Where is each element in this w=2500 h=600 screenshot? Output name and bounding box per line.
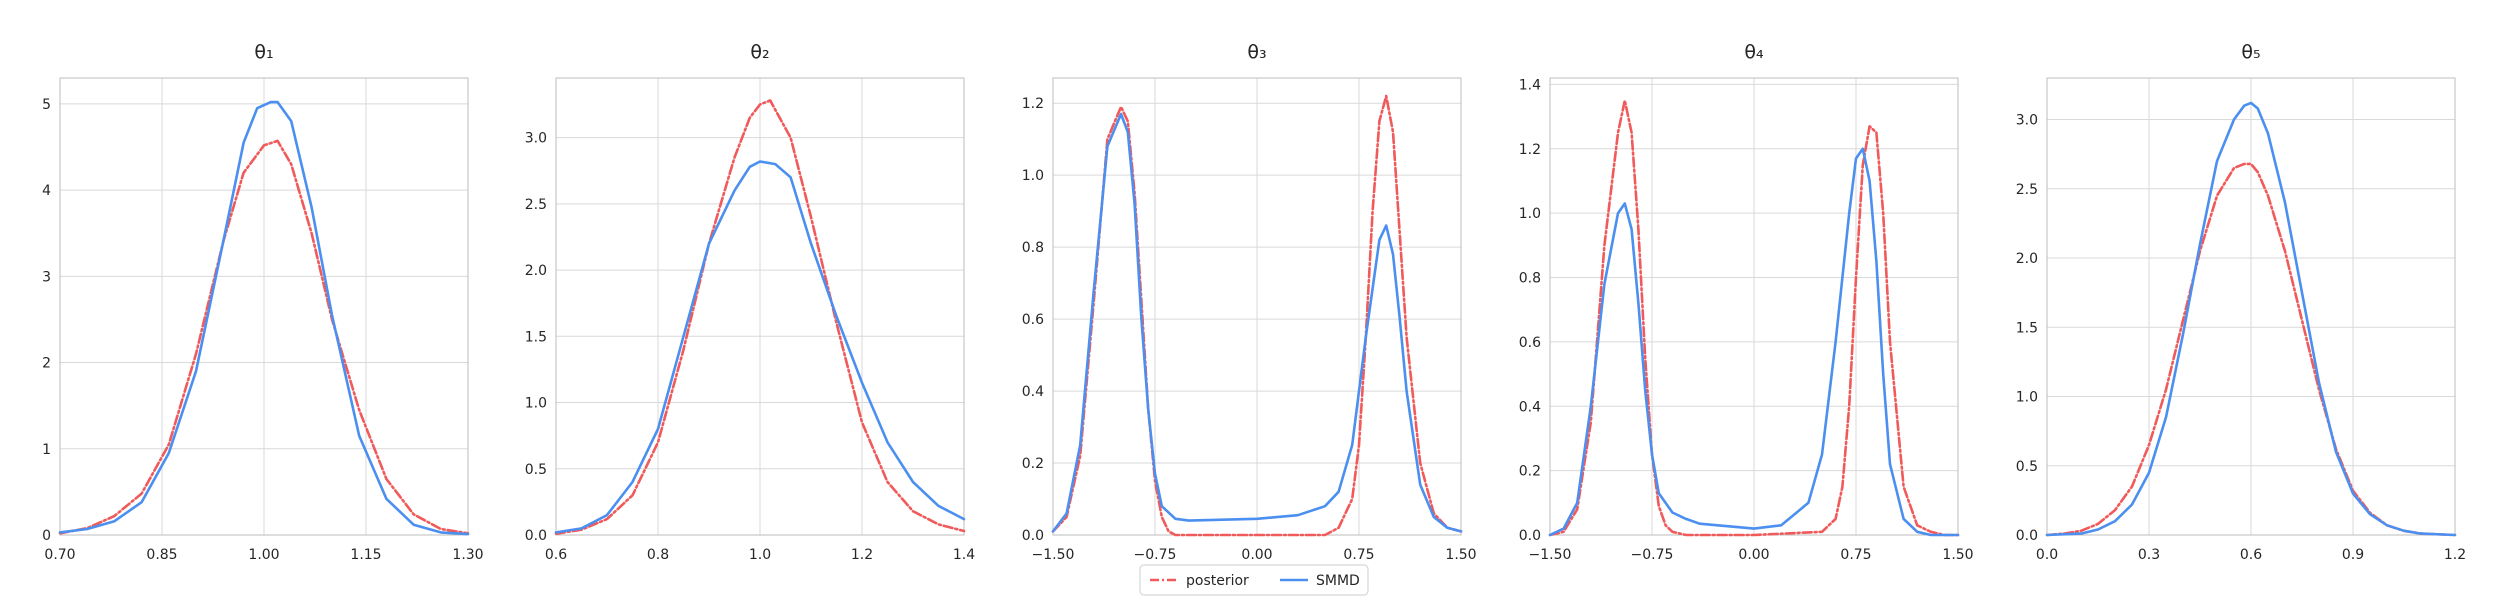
y-tick-label: 0.5 [525, 462, 547, 478]
x-tick-label: 1.2 [2444, 547, 2466, 563]
y-tick-label: 0.0 [1022, 528, 1044, 544]
x-tick-label: −1.50 [1032, 547, 1075, 563]
smmd-density-line [58, 100, 470, 536]
y-tick-label: 0.2 [1022, 456, 1044, 472]
x-tick-label: −0.75 [1134, 547, 1177, 563]
x-tick-label: 0.9 [2342, 547, 2364, 563]
panel-theta-4: −1.50 −0.75 0.00 0.75 1.50 0.0 0.2 0.4 0.6 0.8 1.0… [1519, 41, 1974, 563]
x-tick-label: 1.50 [1445, 547, 1476, 563]
y-tick-label: 1.2 [1022, 96, 1044, 112]
y-tick-label: 1.5 [2016, 320, 2038, 336]
x-tick-label: 0.6 [2240, 547, 2262, 563]
subplot-title: θ₄ [1744, 41, 1764, 63]
y-tick-label: 1.5 [525, 329, 547, 345]
x-tick-label: 0.00 [1241, 547, 1272, 563]
x-tick-label: 0.6 [545, 547, 567, 563]
posterior-density-line [554, 99, 966, 536]
y-tick-label: 2.5 [525, 197, 547, 213]
x-tick-label: 1.30 [452, 547, 483, 563]
posterior-density-line [1548, 99, 1960, 537]
x-tick-label: 0.8 [647, 547, 669, 563]
panel-theta-5: 0.0 0.3 0.6 0.9 1.2 0.0 0.5 1.0 1.5 2.0 2.5 3.0 θ₅ [2016, 41, 2466, 563]
x-tick-label: 1.15 [350, 547, 381, 563]
y-tick-label: 0.2 [1519, 464, 1541, 480]
smmd-density-line [554, 160, 966, 534]
y-tick-label: 0.4 [1022, 384, 1044, 400]
y-tick-label: 1.0 [525, 396, 547, 412]
y-tick-label: 0.8 [1022, 240, 1044, 256]
subplot-title: θ₅ [2241, 41, 2260, 63]
x-tick-label: 0.75 [1840, 547, 1871, 563]
plot-frame [555, 77, 965, 536]
x-tick-label: 1.4 [953, 547, 975, 563]
legend-frame [1139, 564, 1369, 596]
x-tick-label: 0.00 [1738, 547, 1769, 563]
x-tick-label: 1.2 [851, 547, 873, 563]
panel-theta-3: −1.50 −0.75 0.00 0.75 1.50 0.0 0.2 0.4 0.6 0.8 1.0… [1022, 41, 1477, 563]
y-tick-label: 0.8 [1519, 271, 1541, 287]
y-tick-label: 0.5 [2016, 459, 2038, 475]
x-tick-label: 0.75 [1343, 547, 1374, 563]
subplot-title: θ₃ [1247, 41, 1266, 63]
x-tick-label: 1.00 [248, 547, 279, 563]
smmd-density-line [2045, 101, 2457, 537]
y-tick-label: 0.4 [1519, 399, 1541, 415]
y-tick-label: 1.0 [2016, 390, 2038, 406]
y-tick-label: 3.0 [525, 131, 547, 147]
y-tick-label: 0.0 [525, 528, 547, 544]
y-tick-label: 0.6 [1022, 312, 1044, 328]
legend: posterior SMMD [1139, 564, 1369, 596]
y-tick-label: 2.5 [2016, 182, 2038, 198]
y-tick-label: 2 [42, 356, 51, 372]
x-tick-label: 1.0 [749, 547, 771, 563]
x-tick-label: 0.70 [44, 547, 75, 563]
x-tick-label: 0.85 [146, 547, 177, 563]
subplot-title: θ₁ [254, 41, 273, 63]
y-tick-label: 1.2 [1519, 142, 1541, 158]
x-tick-label: 0.3 [2138, 547, 2160, 563]
y-tick-label: 0.6 [1519, 335, 1541, 351]
y-tick-label: 0.0 [2016, 528, 2038, 544]
y-tick-label: 1.0 [1022, 168, 1044, 184]
y-tick-label: 0.0 [1519, 528, 1541, 544]
x-tick-label: 1.50 [1942, 547, 1973, 563]
legend-posterior-label: posterior [1186, 573, 1249, 589]
x-tick-label: 0.0 [2036, 547, 2058, 563]
x-tick-label: −1.50 [1529, 547, 1572, 563]
smmd-density-line [1548, 147, 1960, 537]
y-tick-label: 4 [42, 183, 51, 199]
y-tick-label: 1.4 [1519, 77, 1541, 93]
x-tick-label: −0.75 [1631, 547, 1674, 563]
posterior-density-line [1051, 94, 1463, 537]
y-tick-label: 3.0 [2016, 113, 2038, 129]
panel-theta-1: 0.70 0.85 1.00 1.15 1.30 0 1 2 3 4 5 θ₁ [42, 41, 484, 563]
legend-smmd-label: SMMD [1316, 573, 1360, 589]
y-tick-label: 2.0 [525, 263, 547, 279]
plot-frame [59, 77, 469, 536]
y-tick-label: 3 [42, 269, 51, 285]
y-tick-label: 5 [42, 97, 51, 113]
subplot-title: θ₂ [750, 41, 769, 63]
smmd-density-line [1051, 112, 1463, 533]
plot-frame [2046, 77, 2456, 536]
panel-theta-2: 0.6 0.8 1.0 1.2 1.4 0.0 0.5 1.0 1.5 2.0 2.5 3.0 θ₂ [525, 41, 975, 563]
posterior-density-line [58, 139, 470, 535]
y-tick-label: 0 [42, 528, 51, 544]
subplot-panels: 0.70 0.85 1.00 1.15 1.30 0 1 2 3 4 5 θ₁ 0.6 0.8 1.0 1.2… [42, 41, 2466, 563]
y-tick-label: 2.0 [2016, 251, 2038, 267]
y-tick-label: 1.0 [1519, 206, 1541, 222]
y-tick-label: 1 [42, 442, 51, 458]
